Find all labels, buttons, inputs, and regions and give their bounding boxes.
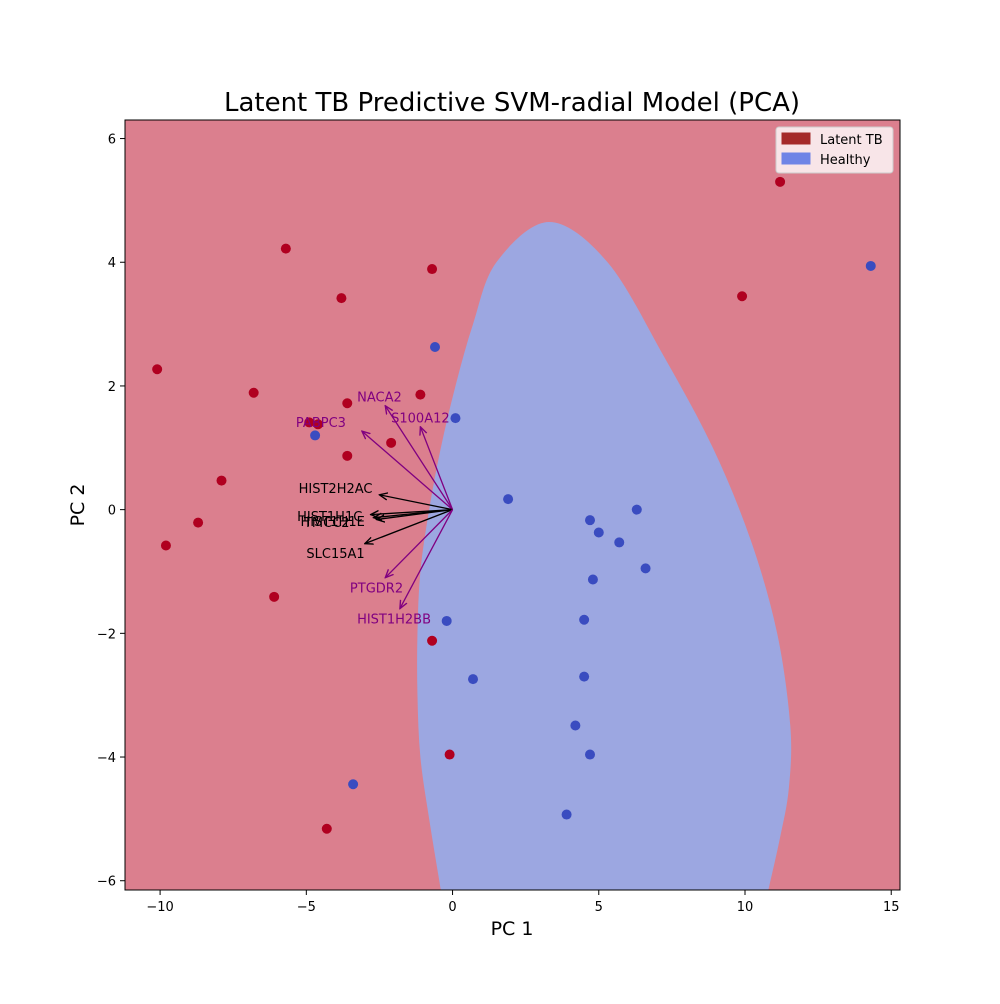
loading-arrow-pabpc3 [362,431,453,511]
point-latent-tb-13 [216,475,227,486]
legend-swatch-latent-tb [781,132,811,145]
loading-label-hist1h1e: HIST1H1E [300,515,364,530]
point-healthy-15 [570,720,581,731]
x-tick-label: 10 [737,900,754,915]
loading-label-slc15a1: SLC15A1 [306,547,364,562]
loading-label-hist1h2bb: HIST1H2BB [357,612,431,627]
loading-arrow-hist2h2ac [379,495,453,511]
y-tick-label: −4 [97,751,116,766]
healthy-decision-region [417,222,792,890]
point-healthy-2 [450,413,461,424]
x-tick-label: 5 [595,900,603,915]
point-latent-tb-7 [415,389,426,400]
y-tick-label: −6 [97,875,116,890]
x-axis-title: PC 1 [491,918,534,940]
point-healthy-0 [865,260,876,271]
y-tick-label: 6 [108,133,116,148]
y-tick-label: −2 [97,627,116,642]
point-healthy-17 [348,779,359,790]
loading-label-ptgdr2: PTGDR2 [350,582,403,597]
point-latent-tb-0 [775,176,786,187]
legend-label-healthy: Healthy [820,153,871,168]
point-latent-tb-3 [427,264,438,275]
loading-arrow-tmcc2 [377,508,453,520]
point-latent-tb-10 [313,419,324,430]
point-latent-tb-4 [336,293,347,304]
point-latent-tb-9 [304,417,315,428]
point-latent-tb-18 [444,749,455,760]
loading-label-hist2h2ac: HIST2H2AC [299,482,373,497]
point-healthy-5 [631,504,642,515]
x-tick-label: −5 [297,900,316,915]
loading-label-naca2: NACA2 [357,390,402,405]
loading-arrow-ptgdr2 [385,509,454,578]
legend-swatch-healthy [781,152,811,165]
loading-label-hist1h1c: HIST1H1C [297,510,362,525]
point-healthy-7 [593,527,604,538]
point-latent-tb-2 [280,243,291,254]
x-tick-label: 0 [448,900,456,915]
point-latent-tb-12 [342,450,353,461]
point-latent-tb-6 [248,387,259,398]
point-healthy-6 [585,515,595,526]
point-latent-tb-19 [321,823,332,834]
loading-arrow-slc15a1 [365,509,453,544]
legend: Latent TB Healthy [775,126,894,174]
point-latent-tb-5 [152,364,163,375]
point-healthy-1 [430,341,440,352]
legend-label-latent-tb: Latent TB [820,133,883,148]
x-tick-label: 15 [883,900,900,915]
loading-label-pabpc3: PABPC3 [296,416,346,431]
point-latent-tb-1 [737,291,748,302]
point-latent-tb-16 [269,591,280,602]
point-healthy-8 [614,537,625,548]
point-healthy-14 [579,671,590,682]
y-tick-label: 4 [108,256,116,271]
point-healthy-12 [441,615,452,626]
point-healthy-11 [579,614,590,625]
loading-label-s100a12: S100A12 [391,411,450,426]
chart-title: Latent TB Predictive SVM-radial Model (P… [224,88,800,118]
loading-label-tmcc2: TMCC2 [303,516,350,531]
loading-arrow-hist1h2bb [400,509,454,609]
point-latent-tb-17 [427,635,438,646]
plot-frame [124,119,901,891]
point-healthy-18 [561,809,572,820]
point-healthy-16 [585,749,595,760]
point-healthy-3 [310,430,321,441]
y-tick-label: 0 [108,504,116,519]
point-latent-tb-11 [386,437,397,448]
y-axis-title: PC 2 [67,484,89,527]
point-healthy-13 [468,674,479,685]
y-tick-label: 2 [108,380,116,395]
point-latent-tb-14 [193,517,204,528]
point-healthy-10 [587,574,598,585]
point-latent-tb-15 [160,540,171,551]
point-healthy-9 [640,563,651,574]
loading-arrow-naca2 [385,406,454,510]
point-healthy-4 [503,494,514,505]
x-tick-label: −10 [146,900,173,915]
loading-arrow-s100a12 [420,427,454,510]
point-latent-tb-8 [342,398,353,409]
